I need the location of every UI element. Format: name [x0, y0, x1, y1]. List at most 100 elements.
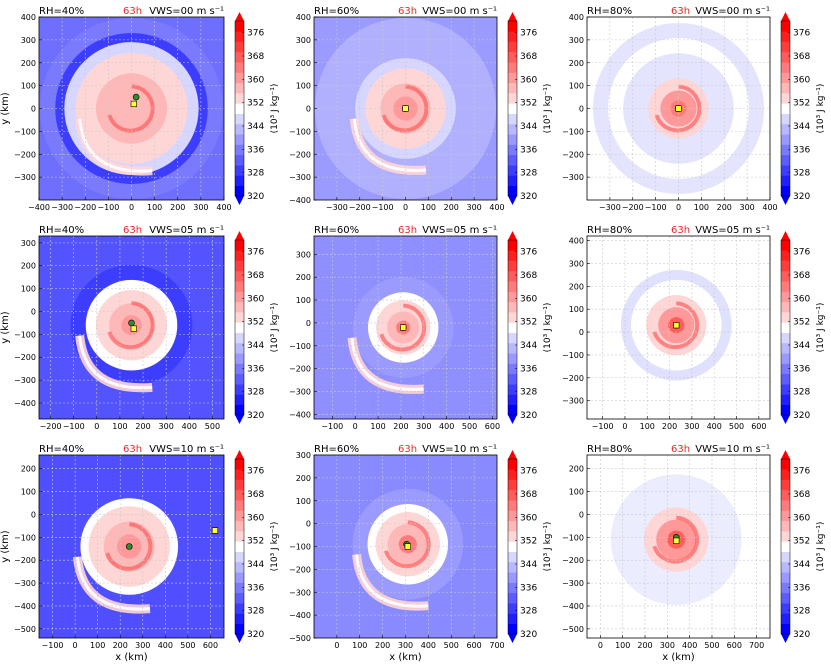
colorbar-label: (10³ J kg⁻¹): [543, 303, 553, 353]
x-tick-label: −300: [599, 203, 621, 212]
colorbar-1: 376 368 360 352 344 336 328 320 (10³ J kg⁻¹): [234, 12, 280, 205]
colorbar-extend-max: [508, 231, 517, 240]
y-tick-label: 400: [569, 237, 584, 246]
colorbar-segment: [781, 531, 790, 542]
y-tick-label: −100: [289, 127, 311, 136]
colorbar-segment: [508, 613, 517, 625]
x-axis-label: x (km): [662, 652, 695, 663]
colorbar-segment: [508, 363, 517, 375]
colorbar-segment: [508, 41, 517, 53]
colorbar-segment: [781, 144, 790, 156]
y-tick-label: 300: [296, 250, 311, 259]
colorbar-segment: [235, 551, 244, 563]
colorbar-segment: [781, 469, 790, 480]
colorbar-tick-label: 320: [247, 630, 264, 640]
colorbar-segment: [235, 41, 244, 53]
colorbar-label: (10³ J kg⁻¹): [270, 84, 280, 134]
grid-4: [39, 236, 224, 419]
colorbar-tick-label: 360: [247, 294, 264, 304]
colorbar-segment: [781, 582, 790, 594]
colorbar-segment: [235, 541, 244, 552]
rainband-edge: [350, 337, 424, 391]
colorbar-segment: [781, 613, 790, 625]
colorbar-segment: [781, 459, 790, 470]
colorbar-segment: [508, 332, 517, 344]
colorbar-segment: [235, 312, 244, 323]
colorbar-segment: [781, 154, 790, 166]
colorbar-segment: [235, 561, 244, 573]
x-tick-label: 200: [170, 203, 185, 212]
colorbar-tick-label: 360: [520, 75, 537, 85]
colorbar-8: 376 368 360 352 344 336 328 320 (10³ J kg⁻¹): [507, 450, 553, 643]
panel-vws-label: VWS=10 m s⁻¹: [695, 444, 770, 455]
colorbar-segment: [781, 500, 790, 511]
x-tick-label: 400: [707, 422, 722, 431]
x-tick-label: 300: [466, 203, 481, 212]
colorbar-segment: [781, 51, 790, 63]
colorbar-tick-label: 360: [520, 513, 537, 523]
storm-center-green: [128, 319, 135, 327]
panel-rh-label: RH=40%: [39, 6, 84, 17]
colorbar-segment: [781, 82, 790, 94]
storm-center-green: [125, 543, 133, 550]
colorbar-segment: [508, 520, 517, 532]
panel-vws-label: VWS=10 m s⁻¹: [422, 444, 497, 455]
y-tick-label: 400: [21, 13, 36, 22]
y-tick-label: 200: [569, 465, 584, 474]
colorbar-tick-label: 336: [793, 583, 810, 593]
colorbar-segment: [235, 489, 244, 501]
x-tick-label: 400: [489, 203, 504, 212]
colorbar-segment: [508, 31, 517, 42]
panel-rh-label: RH=80%: [587, 225, 632, 236]
x-tick-label: −100: [42, 641, 64, 650]
colorbar-extend-max: [508, 12, 517, 21]
storm-centers-4: [128, 319, 137, 332]
x-tick-label: −300: [51, 203, 73, 212]
colorbar-tick-label: 328: [793, 607, 810, 617]
colorbar-label: (10³ J kg⁻¹): [270, 303, 280, 353]
colorbar-segment: [235, 572, 244, 583]
colorbar-segment: [781, 479, 790, 491]
x-tick-label: 400: [216, 203, 231, 212]
colorbar-segment: [235, 394, 244, 406]
colorbar-segment: [235, 165, 244, 176]
colorbar-segment: [781, 541, 790, 552]
colorbar-segment: [508, 623, 517, 635]
panel-6: −100 0 100 200 300 400 500 600 400 300 200 100 0 −100…: [562, 225, 826, 431]
colorbar-segment: [781, 312, 790, 323]
colorbar-extend-min: [235, 196, 244, 205]
x-tick-label: 500: [205, 422, 220, 431]
y-tick-label: −400: [289, 410, 311, 419]
panel-time-label: 63h: [123, 444, 142, 455]
storm-center-yellow: [404, 543, 411, 550]
colorbar-6: 376 368 360 352 344 336 328 320 (10³ J kg⁻¹): [780, 231, 826, 424]
colorbar-tick-label: 344: [247, 122, 264, 132]
x-tick-label: −200: [622, 203, 644, 212]
x-tick-label: 300: [660, 641, 675, 650]
colorbar-segment: [235, 469, 244, 480]
colorbar-segment: [508, 185, 517, 197]
colorbar-extend-min: [781, 196, 790, 205]
x-tick-label: 0: [598, 641, 603, 650]
eyewall: [381, 84, 429, 133]
y-tick-label: −500: [289, 634, 311, 643]
colorbar-segment: [781, 260, 790, 272]
storm-centers-6: [672, 321, 680, 329]
panel-3: −300 −200 −100 0 100 200 300 4004003002001000−1…: [562, 6, 826, 212]
colorbar-frame: [507, 20, 518, 197]
colorbar-tick-label: 360: [793, 294, 810, 304]
colorbar-tick-label: 320: [247, 411, 264, 421]
colorbar-tick-label: 376: [793, 29, 810, 39]
colorbar-segment: [781, 250, 790, 261]
x-tick-label: 0: [353, 422, 358, 431]
y-tick-label: −500: [14, 625, 36, 634]
colorbar-tick-label: 352: [793, 537, 810, 547]
eyewall: [107, 301, 155, 350]
panel-5: −100 0 100 200 300 400 500 600 300 200 100 0 −100 −20…: [289, 225, 553, 431]
colorbar-segment: [781, 373, 790, 385]
eyewall: [654, 84, 702, 133]
colorbar-segment: [235, 260, 244, 272]
x-tick-label: 300: [398, 641, 413, 650]
colorbar-segment: [235, 291, 244, 303]
y-tick-label: −100: [14, 533, 36, 542]
